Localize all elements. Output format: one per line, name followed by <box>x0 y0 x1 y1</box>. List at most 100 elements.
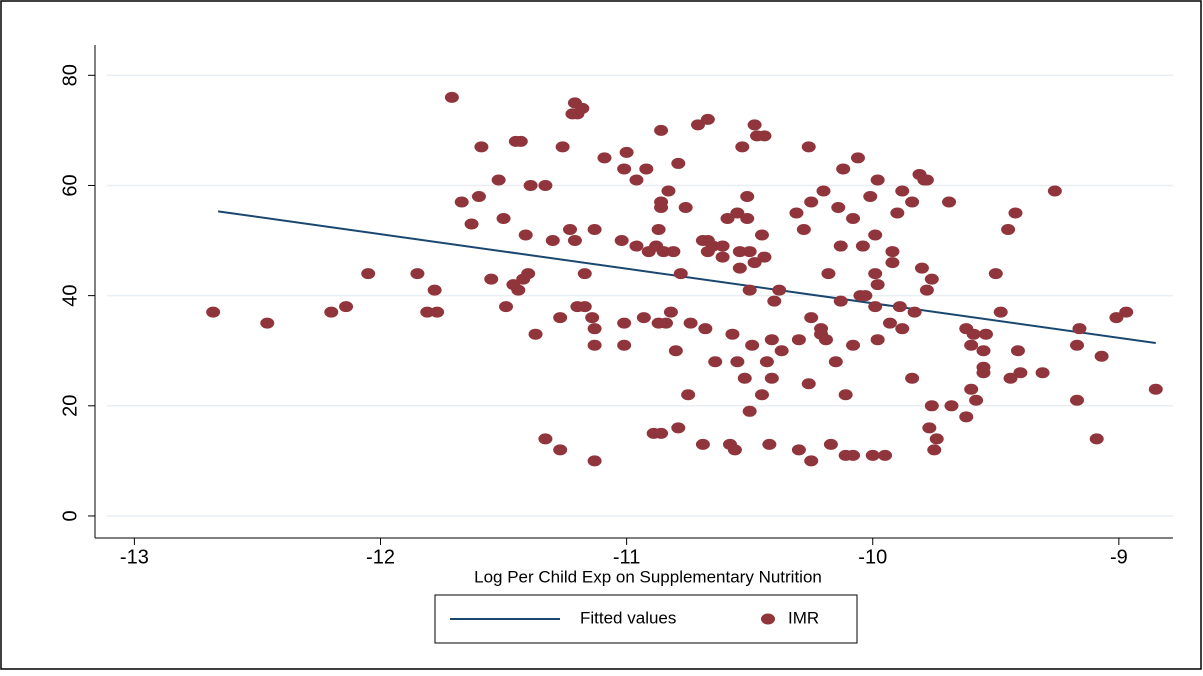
point <box>656 246 671 258</box>
point <box>730 356 745 368</box>
point <box>801 378 816 390</box>
point <box>772 284 787 296</box>
point <box>597 152 612 164</box>
point <box>705 240 720 252</box>
point <box>1013 367 1028 379</box>
point <box>927 444 942 456</box>
point <box>870 174 885 186</box>
point <box>553 312 568 324</box>
point <box>727 444 742 456</box>
point <box>1070 394 1085 406</box>
point <box>1001 224 1016 236</box>
point <box>890 207 905 219</box>
point <box>464 218 479 230</box>
point <box>791 444 806 456</box>
x-tick-label: -11 <box>613 546 640 568</box>
point <box>658 317 673 329</box>
point <box>993 306 1008 318</box>
point <box>885 246 900 258</box>
point <box>870 279 885 291</box>
point <box>732 262 747 274</box>
point <box>430 306 445 318</box>
point <box>545 235 560 247</box>
point <box>892 301 907 313</box>
point <box>538 179 553 191</box>
point <box>895 185 910 197</box>
x-tick-label: -9 <box>1110 546 1128 568</box>
point <box>553 444 568 456</box>
point <box>563 224 578 236</box>
point <box>567 235 582 247</box>
point <box>969 394 984 406</box>
point <box>654 124 669 136</box>
point <box>614 235 629 247</box>
point <box>924 273 939 285</box>
point <box>964 339 979 351</box>
point <box>1070 339 1085 351</box>
x-tick-label: -10 <box>858 546 887 568</box>
point <box>725 328 740 340</box>
point <box>1094 350 1109 362</box>
point <box>555 141 570 153</box>
point <box>740 213 755 225</box>
point <box>1008 207 1023 219</box>
point <box>454 196 469 208</box>
point <box>695 438 710 450</box>
y-tick-label: 0 <box>59 510 81 521</box>
point <box>895 323 910 335</box>
legend-label: Fitted values <box>580 608 676 627</box>
point <box>521 268 536 280</box>
point <box>1035 367 1050 379</box>
point <box>735 141 750 153</box>
point <box>1003 372 1018 384</box>
point <box>698 323 713 335</box>
point <box>587 323 602 335</box>
point <box>617 339 632 351</box>
point <box>846 449 861 461</box>
point <box>865 449 880 461</box>
point <box>511 284 526 296</box>
point <box>666 246 681 258</box>
point <box>474 141 489 153</box>
point <box>587 224 602 236</box>
point <box>774 345 789 357</box>
point <box>715 240 730 252</box>
y-tick-label: 40 <box>59 285 81 307</box>
point <box>966 328 981 340</box>
point <box>1109 312 1124 324</box>
point <box>804 455 819 467</box>
point <box>796 224 811 236</box>
point <box>683 317 698 329</box>
point <box>484 273 499 285</box>
point <box>661 185 676 197</box>
point <box>759 356 774 368</box>
point <box>882 317 897 329</box>
point <box>804 312 819 324</box>
point <box>1072 323 1087 335</box>
point <box>427 284 442 296</box>
point <box>846 213 861 225</box>
point <box>617 317 632 329</box>
point <box>804 196 819 208</box>
point <box>831 201 846 213</box>
point <box>471 190 486 202</box>
point <box>833 295 848 307</box>
point <box>836 163 851 175</box>
point <box>914 262 929 274</box>
point <box>976 367 991 379</box>
point <box>764 372 779 384</box>
point <box>905 196 920 208</box>
point <box>585 312 600 324</box>
point <box>964 383 979 395</box>
point <box>868 229 883 241</box>
point <box>619 146 634 158</box>
point <box>823 438 838 450</box>
point <box>499 301 514 313</box>
point <box>491 174 506 186</box>
x-axis-title: Log Per Child Exp on Supplementary Nutri… <box>474 567 822 586</box>
legend-swatch <box>761 613 775 625</box>
point <box>339 301 354 313</box>
point <box>863 190 878 202</box>
point <box>878 449 893 461</box>
point <box>577 301 592 313</box>
